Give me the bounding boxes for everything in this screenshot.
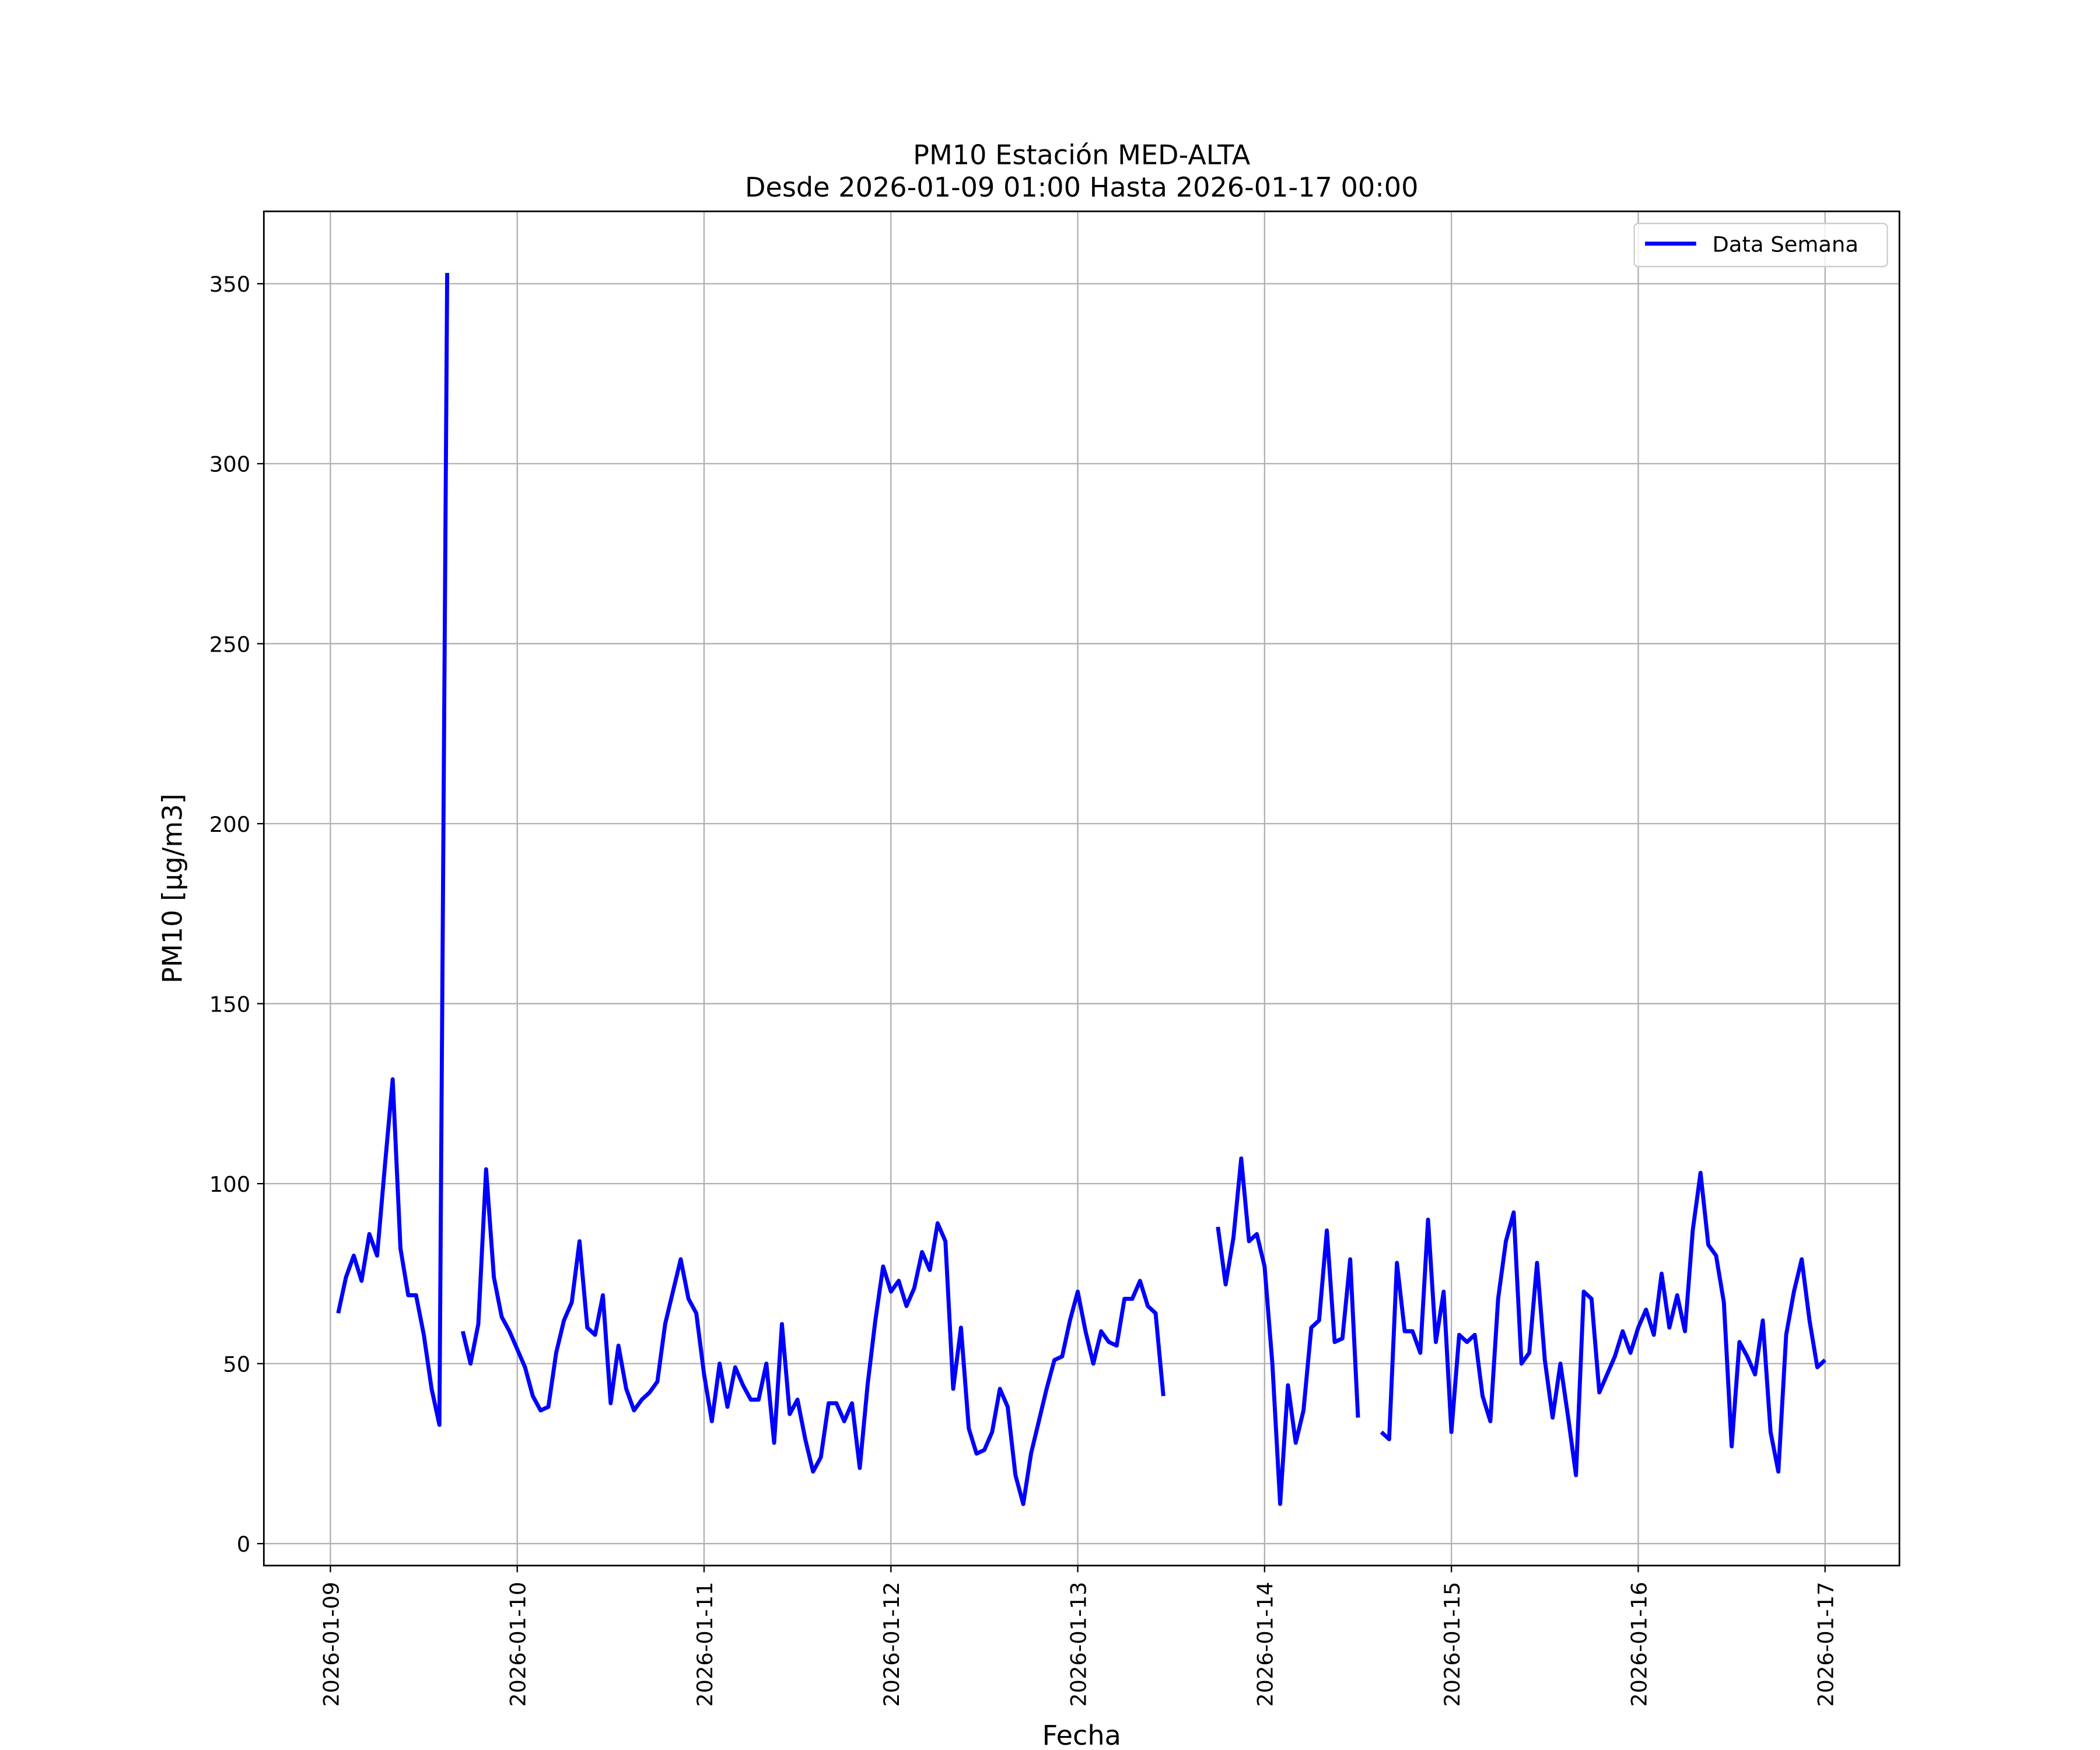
x-tick-label: 2026-01-10 (506, 1582, 531, 1707)
y-tick-label: 50 (223, 1352, 250, 1377)
x-tick-label: 2026-01-15 (1440, 1582, 1465, 1707)
x-tick-label: 2026-01-12 (879, 1582, 904, 1707)
y-tick-label: 200 (209, 812, 250, 837)
legend-box (1633, 222, 1888, 268)
data-line (336, 272, 1827, 1506)
y-tick-label: 250 (209, 632, 250, 657)
x-tick-label: 2026-01-14 (1253, 1582, 1278, 1707)
x-tick-label: 2026-01-09 (318, 1582, 344, 1707)
plot-frame (262, 210, 1901, 1567)
chart-subtitle: Desde 2026-01-09 01:00 Hasta 2026-01-17 … (745, 172, 1419, 203)
x-tick-label: 2026-01-13 (1066, 1582, 1091, 1707)
x-tick-label: 2026-01-11 (692, 1582, 718, 1707)
x-axis-label: Fecha (1042, 1720, 1121, 1750)
legend-label: Data Semana (1712, 232, 1859, 257)
x-tick-label: 2026-01-17 (1814, 1582, 1839, 1707)
y-tick-label: 150 (209, 992, 250, 1017)
y-tick-label: 100 (209, 1172, 250, 1197)
chart-title: PM10 Estación MED-ALTA (913, 139, 1251, 171)
x-tick-label: 2026-01-16 (1626, 1582, 1651, 1707)
y-axis-label: PM10 [μg/m3] (157, 793, 188, 984)
y-tick-label: 300 (209, 452, 250, 477)
y-tick-label: 350 (209, 272, 250, 297)
y-tick-label: 0 (237, 1532, 250, 1557)
